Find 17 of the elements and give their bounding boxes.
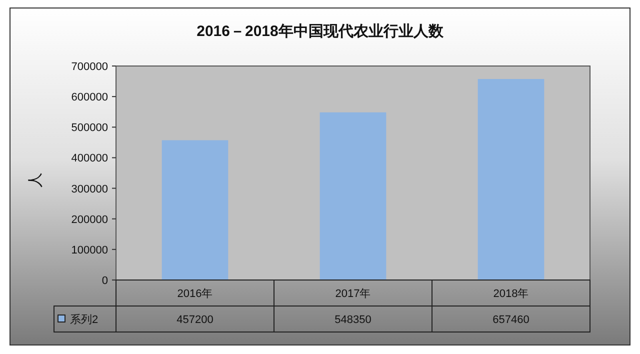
y-tick-label: 200000	[71, 214, 108, 226]
y-tick-label: 600000	[71, 92, 108, 104]
y-tick-label: 400000	[71, 152, 108, 165]
y-tick-label: 100000	[71, 244, 108, 256]
x-tick-label: 2018年	[493, 288, 529, 300]
y-tick-label: 0	[102, 275, 108, 287]
y-tick-label: 500000	[71, 122, 108, 134]
y-tick-label: 300000	[71, 183, 108, 196]
y-tick-label: 700000	[71, 61, 108, 73]
data-label: 457200	[176, 314, 214, 326]
data-label: 657460	[492, 314, 530, 326]
data-label: 548350	[334, 314, 372, 326]
legend-label: 系列2	[70, 313, 98, 326]
y-axis-title: 人	[27, 172, 44, 188]
chart-title: 2016－2018年中国现代农业行业人数	[196, 23, 444, 40]
x-tick-label: 2016年	[177, 288, 213, 300]
x-tick-label: 2017年	[335, 288, 371, 300]
